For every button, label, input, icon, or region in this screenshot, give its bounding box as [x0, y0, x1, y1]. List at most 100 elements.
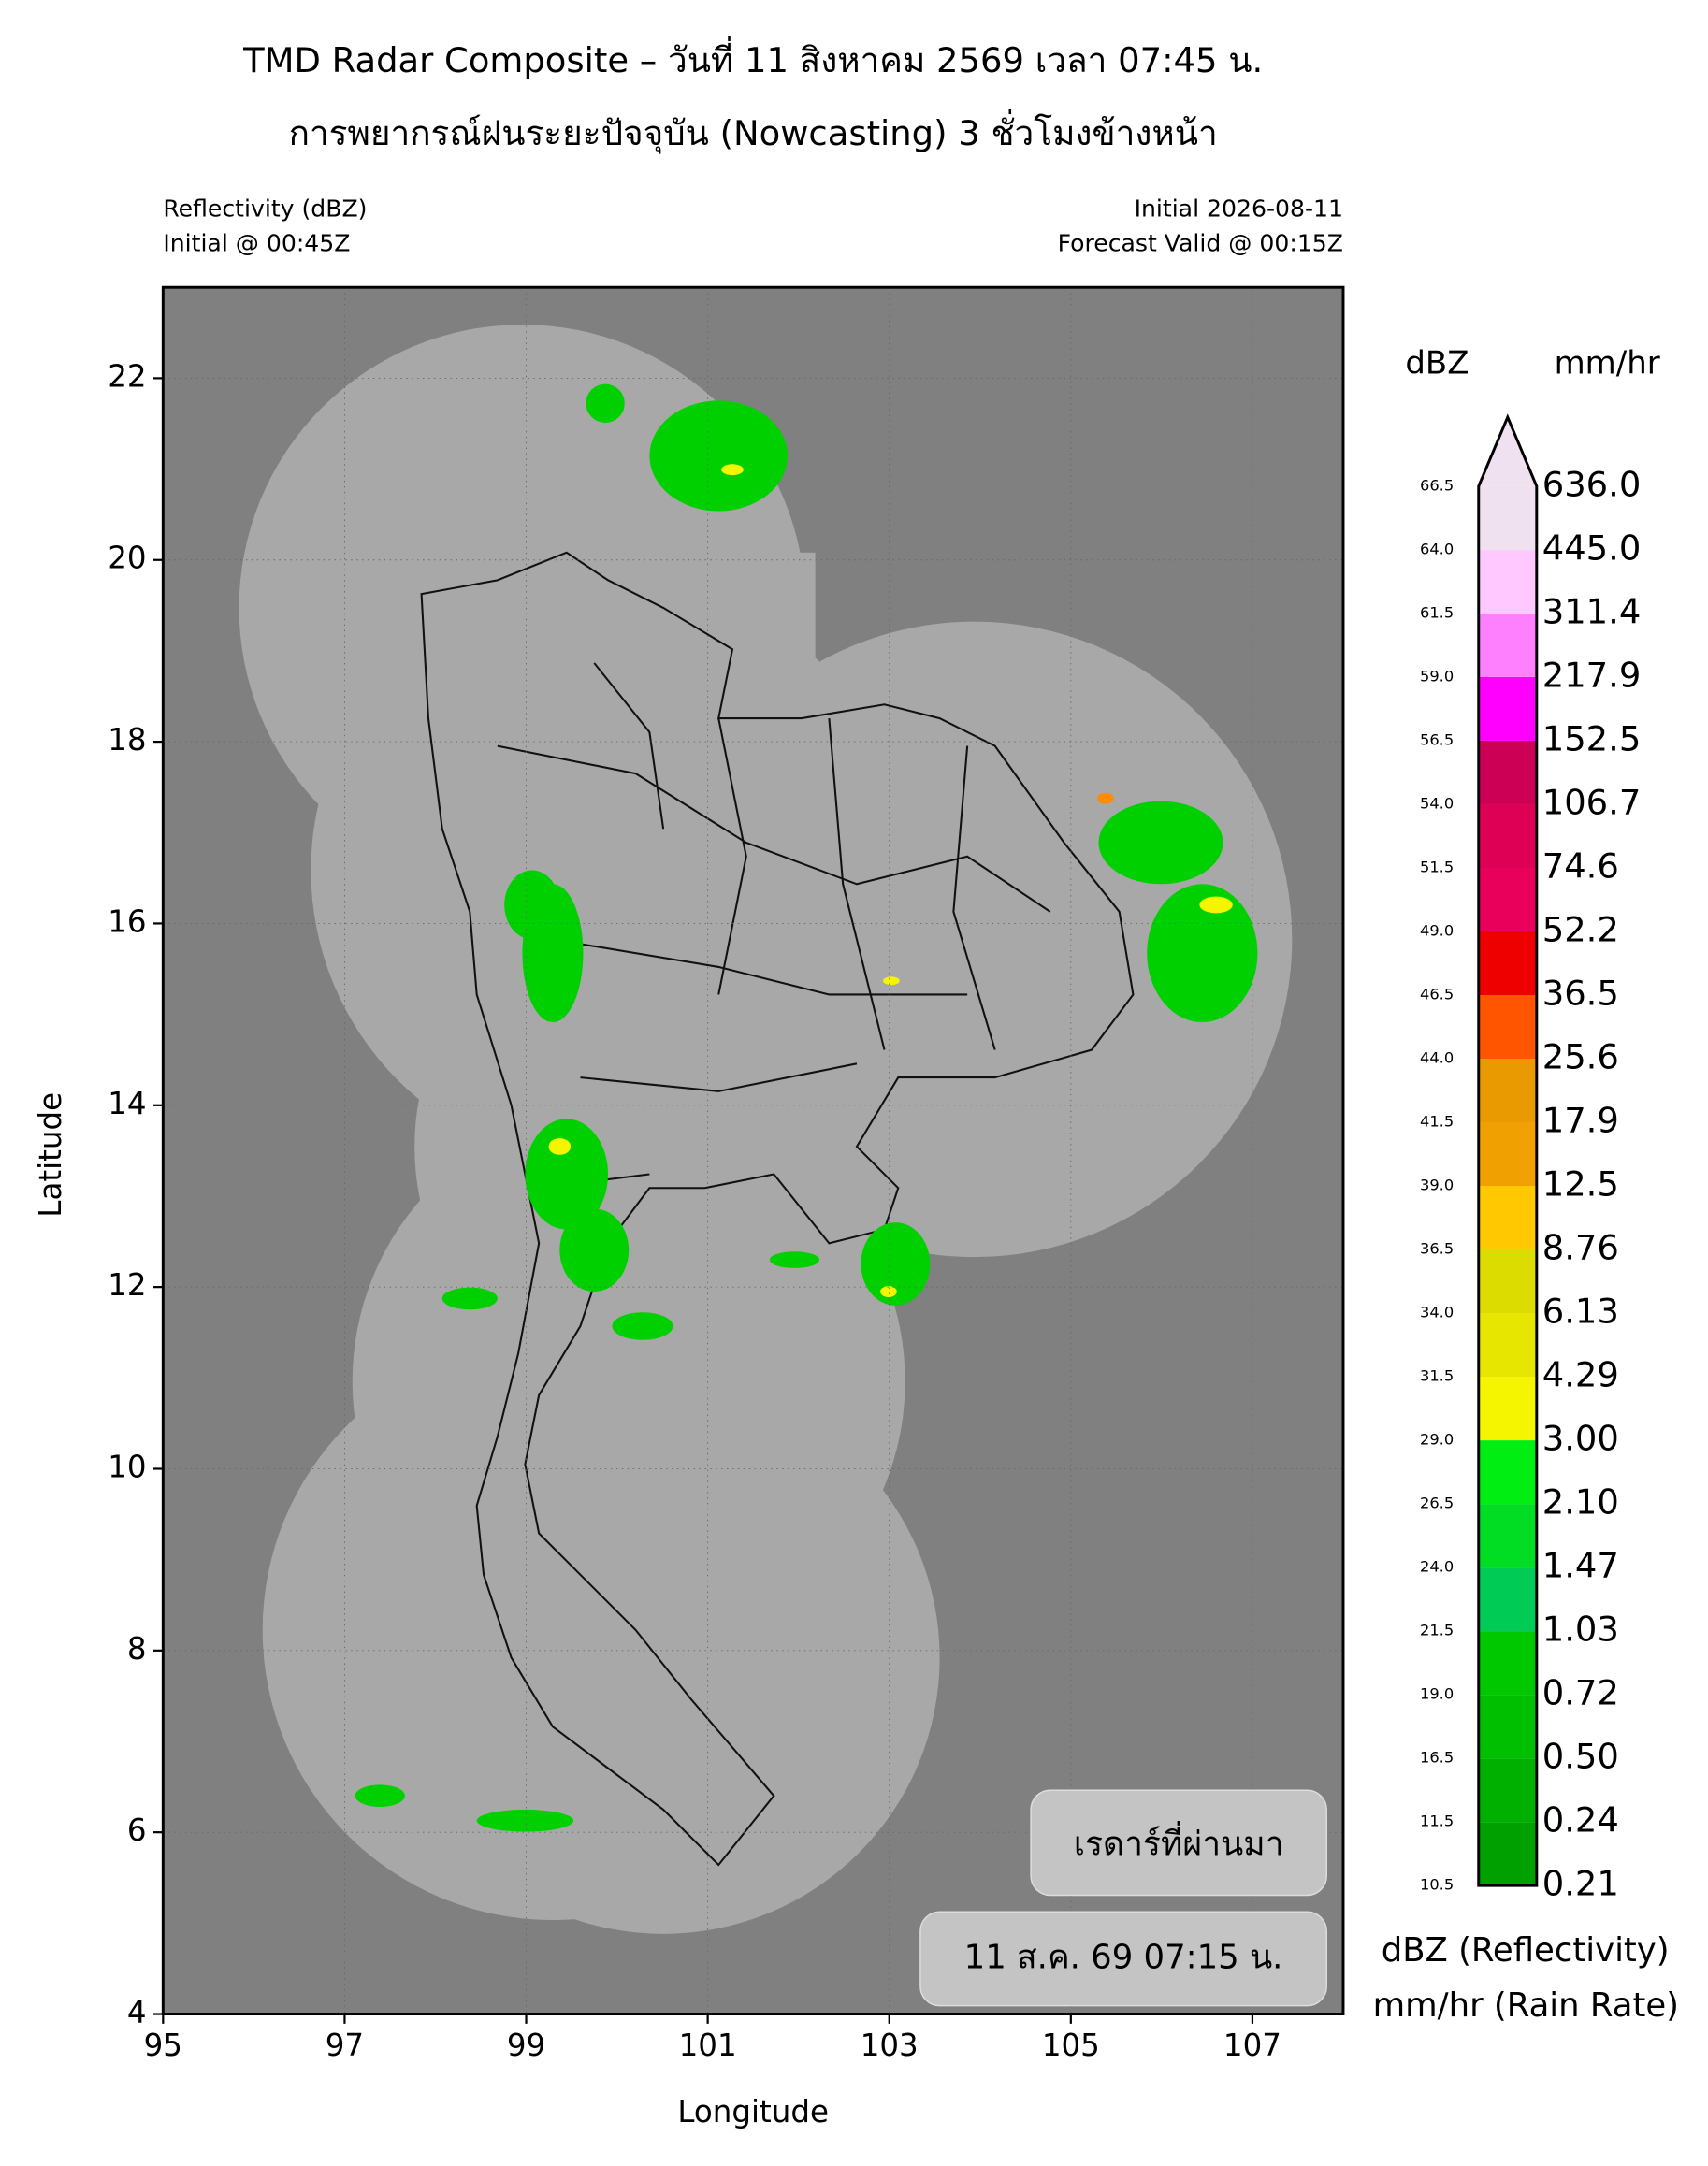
overlay-label: เรดาร์ที่ผ่านมา [1074, 1820, 1284, 1863]
colorbar-extend [1478, 417, 1537, 486]
colorbar-band [1478, 1822, 1537, 1886]
x-tick-label: 105 [1042, 2028, 1100, 2063]
rain-tick-label: 0.21 [1542, 1864, 1619, 1904]
y-tick-label: 4 [127, 1995, 147, 2030]
y-tick-label: 12 [108, 1267, 146, 1303]
dbz-tick-label: 39.0 [1420, 1177, 1454, 1194]
overlay-label: 11 ส.ค. 69 07:15 น. [964, 1938, 1283, 1976]
dbz-tick-label: 26.5 [1420, 1495, 1454, 1512]
colorbar-band [1478, 1249, 1537, 1314]
radar-echoes [355, 383, 1258, 1832]
x-axis-label: Longitude [677, 2094, 829, 2130]
dbz-tick-label: 19.0 [1420, 1685, 1454, 1703]
y-tick-label: 18 [108, 722, 146, 758]
rain-tick-label: 636.0 [1542, 464, 1642, 504]
x-tick-label: 101 [679, 2028, 737, 2063]
dbz-tick-label: 46.5 [1420, 986, 1454, 1004]
rain-tick-label: 74.6 [1542, 845, 1619, 886]
y-tick-label: 16 [108, 903, 146, 939]
y-tick-label: 8 [127, 1631, 147, 1667]
rain-tick-label: 12.5 [1542, 1164, 1619, 1205]
overlay-box [1030, 1789, 1327, 1897]
colorbar-band [1478, 1631, 1537, 1696]
colorbar-band [1478, 1758, 1537, 1823]
dbz-tick-label: 24.0 [1420, 1558, 1454, 1576]
colorbar-footer: mm/hr (Rain Rate) [1373, 1986, 1679, 2025]
colorbar-band [1478, 1567, 1537, 1632]
left-info: Reflectivity (dBZ) [163, 195, 367, 223]
radar-echoes-strong [548, 464, 1233, 1297]
y-tick-label: 14 [108, 1086, 146, 1121]
x-tick-label: 95 [144, 2028, 182, 2063]
colorbar-band [1478, 1504, 1537, 1568]
colorbar-band [1478, 549, 1537, 614]
rain-tick-label: 8.76 [1542, 1228, 1619, 1268]
right-info: Forecast Valid @ 00:15Z [1058, 229, 1343, 256]
rain-tick-label: 36.5 [1542, 974, 1619, 1014]
rain-tick-label: 311.4 [1542, 591, 1642, 631]
dbz-tick-label: 36.5 [1420, 1240, 1454, 1258]
rain-tick-label: 2.10 [1542, 1482, 1619, 1523]
dbz-tick-label: 64.0 [1420, 540, 1454, 557]
y-tick-label: 20 [108, 541, 146, 576]
colorbar-band [1478, 1122, 1537, 1187]
y-tick-label: 10 [108, 1449, 146, 1484]
rain-tick-label: 6.13 [1542, 1292, 1619, 1332]
colorbar-band [1478, 1186, 1537, 1250]
dbz-tick-label: 34.0 [1420, 1304, 1454, 1321]
rain-tick-label: 152.5 [1542, 718, 1642, 758]
rain-tick-label: 106.7 [1542, 782, 1642, 822]
left-info: Initial @ 00:45Z [163, 229, 350, 256]
rain-tick-label: 17.9 [1542, 1101, 1619, 1141]
colorbar-band [1478, 931, 1537, 996]
dbz-tick-label: 61.5 [1420, 603, 1454, 621]
map-frame [161, 285, 1345, 2016]
rain-tick-label: 0.50 [1542, 1737, 1619, 1777]
y-tick-label: 6 [127, 1812, 147, 1848]
colorbar-header: mm/hr [1555, 344, 1660, 382]
colorbar-footer: dBZ (Reflectivity) [1382, 1931, 1670, 1970]
x-tick-label: 107 [1223, 2028, 1281, 2063]
radar-coverage [239, 325, 1293, 1934]
rain-tick-label: 1.03 [1542, 1610, 1619, 1650]
y-tick-label: 22 [108, 358, 146, 394]
x-tick-label: 97 [326, 2028, 364, 2063]
x-tick-label: 103 [861, 2028, 919, 2063]
dbz-tick-label: 11.5 [1420, 1812, 1454, 1830]
rain-tick-label: 0.24 [1542, 1800, 1619, 1841]
colorbar-band [1478, 1695, 1537, 1759]
dbz-tick-label: 21.5 [1420, 1622, 1454, 1639]
colorbar-band [1478, 1059, 1537, 1123]
colorbar-band [1478, 803, 1537, 868]
rain-tick-label: 3.00 [1542, 1419, 1619, 1459]
dbz-tick-label: 66.5 [1420, 476, 1454, 494]
chart-title: TMD Radar Composite – วันที่ 11 สิงหาคม … [242, 36, 1263, 80]
colorbar-band [1478, 485, 1537, 550]
rain-tick-label: 445.0 [1542, 527, 1642, 568]
colorbar-band [1478, 1440, 1537, 1505]
rain-tick-label: 4.29 [1542, 1355, 1619, 1395]
dbz-tick-label: 56.5 [1420, 730, 1454, 748]
rain-tick-label: 217.9 [1542, 655, 1642, 695]
right-info: Initial 2026-08-11 [1135, 195, 1343, 223]
dbz-tick-label: 41.5 [1420, 1113, 1454, 1131]
dbz-tick-label: 16.5 [1420, 1749, 1454, 1767]
y-axis-label: Latitude [33, 1092, 68, 1218]
overlay-box [919, 1911, 1327, 2007]
colorbar-band [1478, 1313, 1537, 1378]
x-tick-label: 99 [507, 2028, 545, 2063]
colorbar-band [1478, 740, 1537, 804]
dbz-tick-label: 59.0 [1420, 667, 1454, 685]
dbz-tick-label: 51.5 [1420, 858, 1454, 875]
colorbar-band [1478, 613, 1537, 677]
dbz-tick-label: 44.0 [1420, 1049, 1454, 1067]
chart-subtitle: การพยากรณ์ฝนระยะปัจจุบัน (Nowcasting) 3 … [289, 109, 1218, 154]
colorbar-band [1478, 867, 1537, 931]
dbz-tick-label: 31.5 [1420, 1367, 1454, 1385]
dbz-tick-label: 54.0 [1420, 794, 1454, 812]
colorbar-header: dBZ [1405, 344, 1469, 382]
rain-tick-label: 25.6 [1542, 1037, 1619, 1077]
rain-tick-label: 0.72 [1542, 1673, 1619, 1713]
